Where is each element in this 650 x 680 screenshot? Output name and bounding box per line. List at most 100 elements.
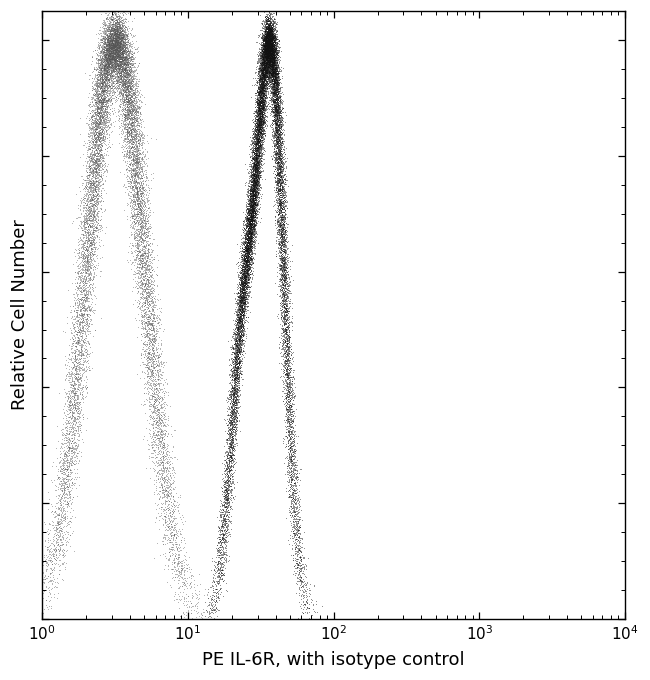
Point <box>152 390 162 401</box>
Point <box>85 221 96 232</box>
Point <box>285 393 295 404</box>
Point <box>75 309 86 320</box>
Point <box>250 154 260 165</box>
Point <box>117 53 127 64</box>
Point <box>257 28 267 39</box>
Point <box>266 38 277 49</box>
Point <box>102 73 112 84</box>
Point <box>265 36 275 47</box>
Point <box>269 75 280 86</box>
Point <box>125 86 135 97</box>
Point <box>103 22 113 33</box>
Point <box>234 355 244 366</box>
Point <box>264 24 274 35</box>
Point <box>275 176 285 187</box>
Point <box>112 56 123 67</box>
Point <box>255 122 266 133</box>
Point <box>287 495 298 506</box>
Point <box>257 42 267 53</box>
Point <box>136 180 147 191</box>
Point <box>268 75 279 86</box>
Point <box>261 67 272 78</box>
Point <box>223 497 233 508</box>
Point <box>294 566 304 577</box>
Point <box>215 540 226 551</box>
Point <box>125 58 135 69</box>
Point <box>116 65 127 75</box>
Point <box>136 232 147 243</box>
Point <box>275 154 285 165</box>
Point <box>169 529 179 540</box>
Point <box>268 91 279 102</box>
Point <box>140 252 151 262</box>
Point <box>99 127 109 138</box>
Point <box>306 613 316 624</box>
Point <box>127 127 137 138</box>
Point <box>271 25 281 36</box>
Point <box>268 25 279 36</box>
Point <box>273 228 283 239</box>
Point <box>260 59 270 70</box>
Point <box>270 70 280 81</box>
Point <box>263 48 273 58</box>
Point <box>255 88 266 99</box>
Point <box>111 78 121 88</box>
Point <box>73 403 84 413</box>
Point <box>276 285 286 296</box>
Point <box>265 43 276 54</box>
Point <box>274 105 285 116</box>
Point <box>270 105 280 116</box>
Point <box>116 54 127 65</box>
Point <box>129 265 139 276</box>
Point <box>233 262 243 273</box>
Point <box>94 190 104 201</box>
Point <box>263 47 274 58</box>
Point <box>144 343 155 354</box>
Point <box>105 55 116 66</box>
Point <box>227 453 237 464</box>
Point <box>54 473 64 484</box>
Point <box>261 23 271 34</box>
Point <box>269 171 280 182</box>
Point <box>117 29 127 40</box>
Point <box>147 390 157 401</box>
Point <box>269 65 280 75</box>
Point <box>284 384 294 394</box>
Point <box>234 330 244 341</box>
Point <box>252 114 263 124</box>
Point <box>141 260 151 271</box>
Point <box>265 22 275 33</box>
Point <box>280 271 291 282</box>
Point <box>112 38 123 49</box>
Point <box>91 201 101 211</box>
Point <box>252 106 263 117</box>
Point <box>235 334 245 345</box>
Point <box>107 14 118 25</box>
Point <box>287 539 297 550</box>
Point <box>55 488 65 499</box>
Point <box>291 522 301 532</box>
Point <box>118 205 129 216</box>
Point <box>107 52 118 63</box>
Point <box>220 526 230 537</box>
Point <box>275 194 285 205</box>
Point <box>235 345 246 356</box>
Point <box>254 126 265 137</box>
Point <box>264 41 274 52</box>
Point <box>266 35 276 46</box>
Point <box>129 117 140 128</box>
Point <box>261 40 272 51</box>
Point <box>81 216 91 226</box>
Point <box>107 54 118 65</box>
Point <box>108 32 118 43</box>
Point <box>258 88 268 99</box>
Point <box>249 184 259 194</box>
Point <box>86 192 96 203</box>
Point <box>271 106 281 117</box>
Point <box>118 48 128 59</box>
Point <box>127 97 138 107</box>
Point <box>123 50 133 61</box>
Point <box>124 116 134 126</box>
Point <box>153 443 164 454</box>
Point <box>58 532 68 543</box>
